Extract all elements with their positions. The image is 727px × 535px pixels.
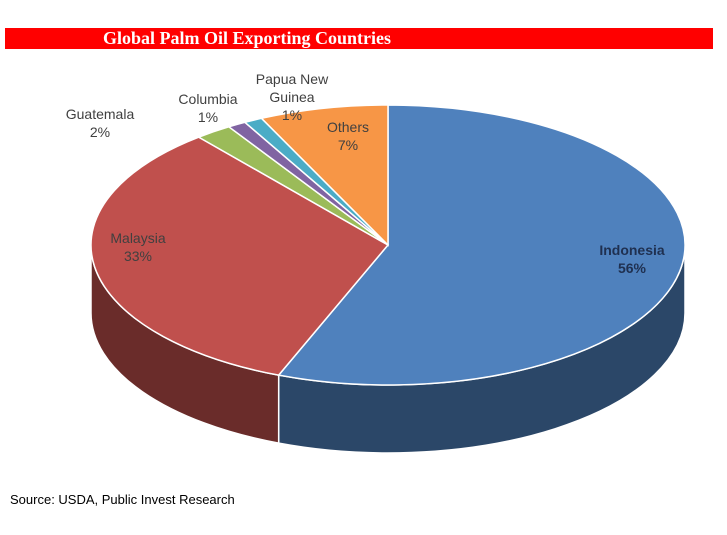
- slice-value: 1%: [197, 109, 219, 125]
- slice-value: 56%: [617, 260, 647, 276]
- pie-slice: [90, 136, 390, 376]
- slice-label: Others: [326, 119, 370, 135]
- slice-value: 33%: [123, 248, 153, 264]
- chart-title: Global Palm Oil Exporting Countries: [5, 28, 713, 49]
- slice-label: Malaysia: [110, 230, 166, 246]
- slice-value: 2%: [89, 124, 111, 140]
- slice-value: 1%: [281, 107, 303, 123]
- slice-value: 7%: [337, 137, 359, 153]
- slice-label: Indonesia: [599, 242, 665, 258]
- source-note: Source: USDA, Public Invest Research: [10, 492, 235, 507]
- slice-label: Papua New Guinea: [255, 71, 329, 105]
- slice-label: Guatemala: [65, 106, 135, 122]
- pie-slice: [277, 104, 686, 386]
- pie-slice: [260, 104, 389, 247]
- slice-label: Columbia: [178, 91, 238, 107]
